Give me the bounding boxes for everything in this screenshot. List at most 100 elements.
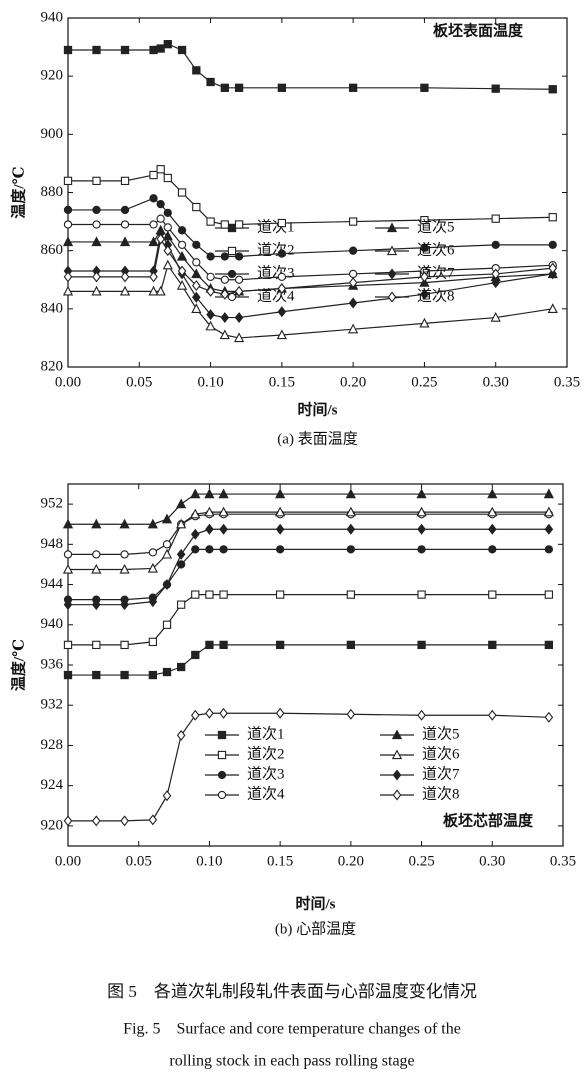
legend-label: 道次2: [257, 241, 295, 258]
marker: [176, 548, 186, 560]
marker: [162, 620, 172, 629]
marker: [176, 560, 186, 569]
legend-label: 道次5: [417, 218, 455, 235]
marker: [176, 600, 186, 609]
marker: [346, 523, 356, 535]
marker: [204, 488, 215, 499]
marker: [346, 590, 356, 599]
caption-zh: 图 5 各道次轧制段轧件表面与心部温度变化情况: [107, 982, 477, 1001]
y-tick-label: 840: [41, 300, 64, 316]
marker: [205, 707, 214, 719]
marker: [219, 590, 228, 599]
marker: [348, 323, 359, 334]
series-line: [68, 197, 553, 258]
marker: [544, 523, 554, 535]
marker: [491, 268, 501, 280]
series-line: [68, 237, 553, 295]
x-tick-label: 0.25: [411, 374, 437, 390]
marker: [148, 548, 158, 557]
y-tick-label: 928: [41, 737, 64, 753]
marker: [220, 275, 229, 284]
marker: [120, 271, 130, 283]
marker: [420, 288, 429, 300]
marker: [548, 85, 557, 94]
y-tick-label: 924: [41, 777, 64, 793]
marker: [219, 640, 228, 650]
marker: [417, 523, 426, 535]
x-tick-label: 0.05: [126, 853, 152, 869]
marker: [192, 258, 201, 267]
x-tick-label: 0.30: [483, 374, 509, 390]
legend-label: 道次8: [417, 287, 455, 304]
marker: [491, 84, 500, 93]
marker: [417, 590, 426, 599]
marker: [487, 709, 497, 721]
series-line: [68, 528, 549, 606]
marker: [192, 240, 201, 249]
marker: [163, 40, 172, 49]
marker: [147, 562, 158, 573]
marker: [488, 545, 497, 554]
legend-label: 道次1: [257, 218, 295, 235]
marker: [234, 285, 244, 297]
marker: [277, 249, 287, 258]
marker: [120, 45, 130, 55]
marker: [548, 268, 558, 280]
marker: [190, 488, 201, 499]
marker: [63, 640, 73, 650]
legend-marker: [391, 729, 403, 740]
marker: [162, 259, 173, 270]
marker: [277, 306, 287, 318]
series-line: [68, 217, 553, 281]
marker: [220, 252, 229, 261]
legend-marker: [387, 291, 397, 303]
marker: [162, 790, 172, 802]
marker: [206, 272, 215, 281]
series-line: [68, 594, 549, 646]
y-tick-label: 860: [41, 242, 64, 258]
marker: [63, 45, 73, 55]
y-tick-label: 932: [41, 697, 64, 713]
marker: [149, 220, 158, 229]
legend-marker: [227, 292, 237, 302]
marker: [92, 220, 101, 229]
marker: [120, 640, 129, 650]
marker: [219, 707, 228, 719]
legend-marker: [227, 246, 237, 256]
legend-marker: [391, 749, 403, 760]
marker: [487, 523, 497, 535]
marker: [219, 523, 228, 535]
x-tick-label: 0.25: [408, 853, 434, 869]
legend-marker: [217, 790, 227, 800]
legend-marker: [392, 789, 402, 801]
marker: [92, 550, 101, 559]
marker: [191, 545, 200, 554]
marker: [147, 518, 158, 529]
marker: [120, 815, 129, 827]
legend-marker: [217, 730, 227, 740]
marker: [120, 550, 129, 559]
marker: [191, 590, 200, 599]
legend-marker: [227, 223, 237, 233]
legend-label: 道次2: [247, 745, 285, 762]
marker: [348, 83, 358, 92]
plot-frame: [67, 17, 568, 368]
marker: [205, 523, 214, 535]
marker: [346, 708, 356, 720]
marker: [162, 579, 172, 591]
marker: [149, 271, 158, 283]
legend-label: 道次6: [417, 241, 455, 258]
marker: [491, 214, 500, 223]
marker: [419, 317, 430, 328]
legend-label: 道次7: [422, 765, 460, 782]
marker: [162, 540, 172, 549]
marker: [92, 640, 101, 650]
marker: [148, 285, 159, 296]
marker: [120, 176, 130, 186]
marker: [177, 188, 187, 197]
marker: [491, 277, 501, 289]
annotation: 板坯芯部温度: [443, 811, 534, 829]
marker: [92, 670, 101, 680]
marker: [234, 220, 244, 229]
marker: [148, 637, 158, 647]
